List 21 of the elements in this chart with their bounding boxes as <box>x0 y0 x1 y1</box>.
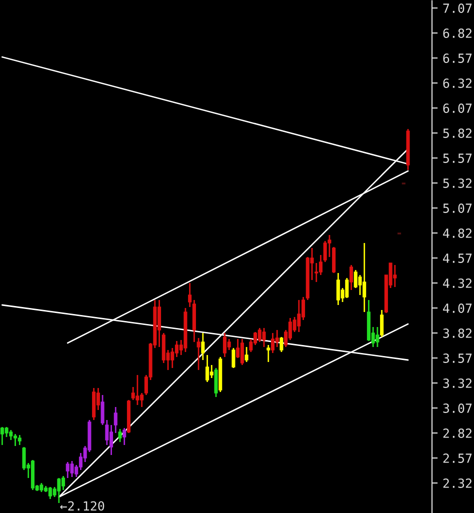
y-tick-label: 3.32 <box>443 378 472 388</box>
y-tick-label: 2.82 <box>443 428 472 438</box>
y-tick-label: 6.82 <box>443 28 472 38</box>
y-tick-label: 5.57 <box>443 154 472 163</box>
y-tick-label: 5.32 <box>443 178 472 188</box>
annotation: ←2.120 <box>60 501 104 511</box>
y-tick-label: 3.07 <box>443 404 472 413</box>
y-tick-label: 2.32 <box>443 478 472 488</box>
y-tick-label: 5.82 <box>443 128 472 138</box>
y-tick-label: 4.32 <box>443 278 472 288</box>
y-tick-label: 6.07 <box>443 104 472 113</box>
y-tick-label: 6.57 <box>443 54 472 63</box>
y-tick-label: 6.32 <box>443 78 472 88</box>
y-tick-label: 2.57 <box>443 454 472 463</box>
y-tick-label: 7.07 <box>443 4 472 13</box>
y-tick-label: 4.57 <box>443 254 472 263</box>
y-tick-label: 4.07 <box>443 304 472 313</box>
y-tick-label: 3.57 <box>443 354 472 363</box>
y-tick-label: 4.82 <box>443 228 472 238</box>
y-tick-label: 3.82 <box>443 328 472 338</box>
y-tick-label: 5.07 <box>443 204 472 213</box>
